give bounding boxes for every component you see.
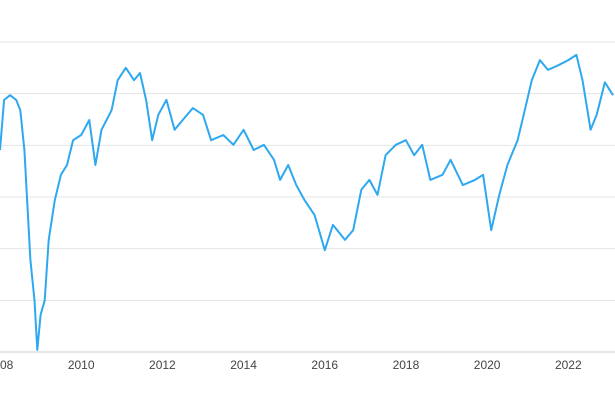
line-series <box>0 53 614 351</box>
x-tick-label: 2008 <box>0 358 14 372</box>
x-tick-label: 2018 <box>393 358 420 372</box>
x-tick-label: 2014 <box>230 358 257 372</box>
x-tick-label: 2010 <box>68 358 95 372</box>
x-tick-label: 2012 <box>149 358 176 372</box>
x-tick-label: 2020 <box>474 358 501 372</box>
x-tick-label: 2016 <box>311 358 338 372</box>
x-tick-label: 2022 <box>555 358 582 372</box>
